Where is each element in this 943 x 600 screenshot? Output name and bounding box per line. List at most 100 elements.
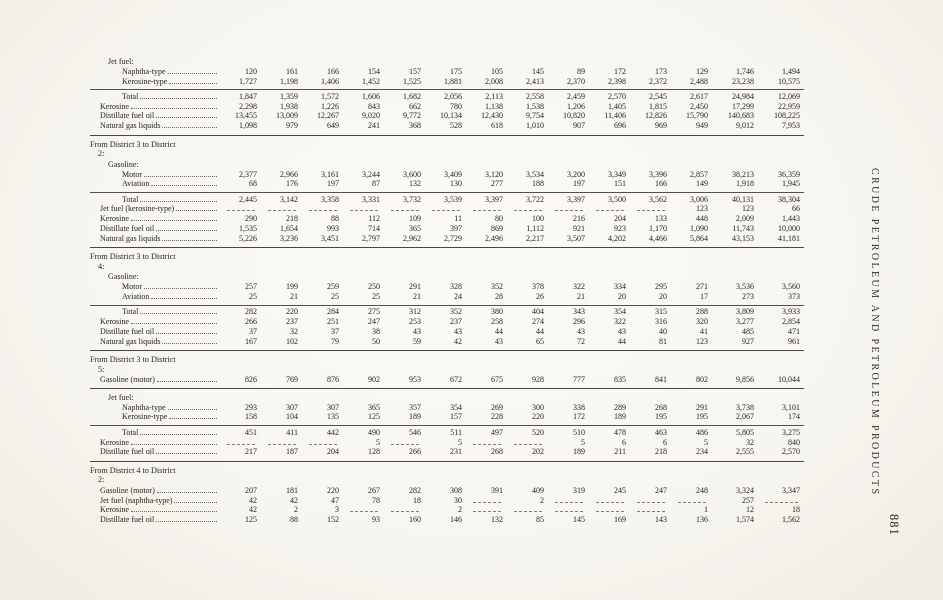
- table-cell: 143: [655, 515, 667, 525]
- table-cell: 269: [491, 402, 503, 412]
- table-cell: 13,009: [276, 111, 298, 121]
- table-cell: 237: [450, 317, 462, 327]
- table-cell: 120: [245, 66, 257, 76]
- table-cell: 368: [409, 121, 421, 131]
- table-cell: 510: [573, 427, 585, 437]
- table-cell: 169: [614, 515, 626, 525]
- table-cell: 89: [577, 66, 585, 76]
- table-cell: 3,236: [280, 233, 298, 243]
- row-stub: Gasoline:: [90, 272, 220, 282]
- empty-cell-dash: [309, 210, 337, 212]
- table-cell: 373: [788, 291, 800, 301]
- row-stub: Total: [90, 92, 220, 102]
- table-cell: 2: [540, 495, 544, 505]
- table-cell: 3,200: [567, 169, 585, 179]
- table-cell: 979: [286, 121, 298, 131]
- section-divider: [90, 349, 804, 351]
- table-row: Distillate fuel oil 217 187 204 128 266 231 268…: [90, 447, 804, 457]
- table-cell: 618: [491, 121, 503, 131]
- table-cell: 1,494: [782, 66, 800, 76]
- section-divider: [90, 460, 804, 462]
- row-label: Natural gas liquids: [100, 233, 161, 243]
- table-cell: 2,729: [444, 233, 462, 243]
- table-cell: [548, 497, 589, 503]
- section-heading: From District 4 to District 2:: [90, 466, 804, 485]
- row-label: Jet fuel:: [108, 57, 134, 66]
- dot-leader: [140, 313, 217, 315]
- table-cell: 266: [409, 447, 421, 457]
- row-stub: Jet fuel (naphtha-type): [90, 496, 220, 506]
- table-cell: 2,966: [280, 169, 298, 179]
- table-cell: 25: [372, 291, 380, 301]
- table-cell: 1,945: [782, 179, 800, 189]
- table-row: Motor 257 199 259 250 291 328 352 378 322 334 295 27…: [90, 282, 804, 292]
- table-cell: 157: [409, 66, 421, 76]
- table-cell: 3: [335, 505, 339, 515]
- table-cell: 123: [696, 204, 708, 214]
- table-cell: 352: [491, 282, 503, 292]
- dot-leader: [151, 297, 217, 299]
- table-cell: [384, 205, 425, 212]
- table-cell: 6: [622, 437, 626, 447]
- table-cell: 68: [249, 179, 257, 189]
- table-cell: 12,069: [778, 91, 800, 101]
- table-cell: 271: [696, 282, 708, 292]
- table-cell: [466, 205, 507, 212]
- table-cell: 247: [368, 317, 380, 327]
- table-cell: 1,090: [690, 224, 708, 234]
- table-cell: 378: [532, 282, 544, 292]
- table-cell: 195: [655, 412, 667, 422]
- heading-line: From District 4 to District: [90, 465, 176, 475]
- table-cell: 2,555: [736, 447, 754, 457]
- table-cell: 2,377: [239, 169, 257, 179]
- table-cell: 42: [454, 336, 462, 346]
- table-cell: 11: [454, 214, 462, 224]
- table-cell: 32: [290, 326, 298, 336]
- table-cell: [220, 439, 261, 445]
- table-cell: 50: [372, 336, 380, 346]
- table-cell: 1,535: [239, 224, 257, 234]
- table-cell: 777: [573, 375, 585, 385]
- table-cell: [548, 506, 589, 513]
- row-stub: Aviation: [90, 179, 220, 189]
- heading-line: From District 3 to District: [90, 139, 176, 149]
- table-cell: 675: [491, 375, 503, 385]
- table-cell: [507, 506, 548, 513]
- table-cell: 927: [742, 336, 754, 346]
- row-label: Distillate fuel oil: [100, 224, 155, 234]
- table-cell: 3,933: [782, 307, 800, 317]
- table-cell: 40,131: [732, 194, 754, 204]
- table-cell: 841: [655, 375, 667, 385]
- table-cell: 25: [249, 291, 257, 301]
- table-cell: 869: [491, 224, 503, 234]
- table-row: Kerosine 290 218 88 112 109 11 80 100 216 204 133 44…: [90, 214, 804, 224]
- table-cell: 463: [655, 427, 667, 437]
- table-cell: 204: [614, 214, 626, 224]
- row-label: Total: [122, 427, 139, 437]
- table-cell: 37: [249, 326, 257, 336]
- table-cell: 490: [368, 427, 380, 437]
- table-cell: 282: [245, 307, 257, 317]
- table-cell: 47: [331, 495, 339, 505]
- table-cell: 175: [450, 66, 462, 76]
- table-cell: 1,226: [321, 101, 339, 111]
- table-cell: 38: [372, 326, 380, 336]
- table-cell: 44: [536, 326, 544, 336]
- table-cell: 152: [327, 515, 339, 525]
- table-row: Distillate fuel oil 37 32 37 38 43 43 44 44 43 43 4…: [90, 327, 804, 337]
- row-stub: Distillate fuel oil: [90, 224, 220, 234]
- table-cell: 1,010: [526, 121, 544, 131]
- table-cell: 448: [696, 214, 708, 224]
- row-label: Motor: [122, 169, 142, 179]
- table-cell: 365: [368, 402, 380, 412]
- table-cell: 174: [788, 412, 800, 422]
- dot-leader: [144, 175, 217, 177]
- table-cell: 30: [454, 495, 462, 505]
- row-label: Distillate fuel oil: [100, 447, 155, 457]
- table-cell: 1,170: [649, 224, 667, 234]
- table-cell: 167: [245, 336, 257, 346]
- row-label: Gasoline (motor): [100, 485, 155, 495]
- table-cell: 1,525: [403, 76, 421, 86]
- table-row: Jet fuel:: [90, 57, 804, 67]
- table-cell: 42: [249, 495, 257, 505]
